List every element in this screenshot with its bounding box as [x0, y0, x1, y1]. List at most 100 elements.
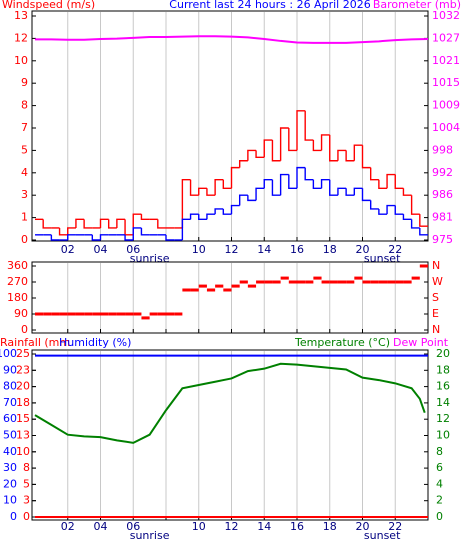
y-tick-label: 20 [3, 477, 17, 490]
direction-point [362, 280, 371, 284]
y2-tick-label: 975 [432, 233, 453, 246]
step-segment [320, 178, 330, 189]
direction-point [166, 312, 175, 316]
y-tick-label: 0 [21, 233, 28, 246]
x-tick-label: 16 [290, 520, 304, 533]
step-segment [67, 227, 76, 235]
direction-point [247, 284, 257, 288]
direction-point [84, 312, 93, 316]
x-tick-label: 10 [192, 520, 206, 533]
step-segment [402, 188, 412, 196]
x-tick-label: 06 [126, 243, 140, 256]
step-segment [296, 110, 306, 151]
x-tick-label: 22 [388, 520, 402, 533]
step-segment [419, 214, 428, 227]
y-tick-label: 5 [21, 143, 28, 156]
y3-tick-label: 0 [23, 510, 30, 523]
direction-point [100, 312, 109, 316]
step-segment [263, 139, 273, 158]
y3-tick-label: 13 [16, 429, 30, 442]
direction-point [403, 280, 412, 284]
step-segment [296, 166, 306, 189]
direction-point [264, 280, 273, 284]
y2-tick-label: 1009 [432, 99, 460, 112]
direction-point [157, 312, 166, 316]
y2-tick-label: 20 [436, 347, 450, 360]
direction-point [206, 288, 216, 292]
step-segment [206, 188, 216, 196]
step-segment [230, 166, 240, 189]
step-segment [50, 234, 60, 241]
y2-tick-label: 1027 [432, 31, 460, 44]
y2-tick-label: N [432, 259, 440, 272]
direction-point [125, 312, 134, 316]
direction-point [133, 312, 142, 316]
y-tick-label: 9 [21, 76, 28, 89]
y3-tick-label: 23 [16, 363, 30, 376]
step-segment [238, 160, 248, 168]
step-segment [329, 134, 338, 162]
step-segment [394, 174, 404, 190]
direction-point [190, 288, 199, 292]
step-segment [378, 179, 388, 190]
series-line [35, 35, 429, 44]
y3-tick-label: 20 [16, 380, 30, 393]
annotation: sunrise [130, 529, 170, 542]
step-segment [361, 188, 371, 202]
y-tick-label: 40 [3, 445, 17, 458]
step-segment [214, 208, 224, 215]
y2-tick-label: 981 [432, 211, 453, 224]
y-tick-label: 0 [21, 323, 28, 336]
step-segment [271, 179, 281, 196]
step-segment [386, 173, 396, 189]
step-segment [214, 178, 224, 196]
direction-point [182, 288, 191, 292]
y-tick-label: 12 [14, 31, 28, 44]
y-tick-label: 360 [7, 259, 28, 272]
y2-axis-label: Temperature (°C) [294, 336, 390, 349]
step-segment [247, 149, 257, 161]
direction-point [92, 312, 101, 316]
step-segment [99, 234, 109, 240]
direction-point [378, 280, 388, 284]
direction-point [256, 280, 265, 284]
series-line [34, 362, 426, 444]
step-segment [255, 150, 265, 158]
y-tick-label: 13 [14, 9, 28, 22]
y-tick-label: 1 [21, 211, 28, 224]
y-tick-label: 0 [10, 510, 17, 523]
y3-tick-label: 10 [16, 445, 30, 458]
step-segment [312, 179, 322, 190]
step-segment [394, 205, 404, 215]
step-segment [132, 227, 142, 240]
direction-point [305, 280, 314, 284]
step-segment [83, 219, 93, 229]
step-segment [353, 144, 363, 161]
y-tick-label: 80 [3, 380, 17, 393]
y2-tick-label: 18 [436, 363, 450, 376]
step-segment [165, 234, 175, 241]
y-tick-label: 4 [21, 166, 28, 179]
direction-point [231, 284, 240, 288]
direction-point [280, 276, 289, 280]
step-segment [320, 134, 330, 151]
direction-point [75, 312, 85, 316]
step-segment [288, 128, 297, 152]
y2-tick-label: 1032 [432, 9, 460, 22]
direction-point [321, 280, 330, 284]
direction-point [411, 276, 420, 280]
step-segment [238, 194, 248, 206]
y3-tick-label: 18 [16, 396, 30, 409]
y3-tick-label: 3 [23, 494, 30, 507]
annotation: sunset [364, 529, 401, 542]
step-segment [345, 150, 355, 162]
y2-tick-label: 10 [436, 429, 450, 442]
x-tick-label: 16 [290, 243, 304, 256]
step-segment [279, 173, 289, 196]
x-tick-label: 14 [257, 520, 271, 533]
x-tick-label: 22 [388, 243, 402, 256]
x-tick-label: 14 [257, 243, 271, 256]
step-segment [304, 167, 314, 181]
